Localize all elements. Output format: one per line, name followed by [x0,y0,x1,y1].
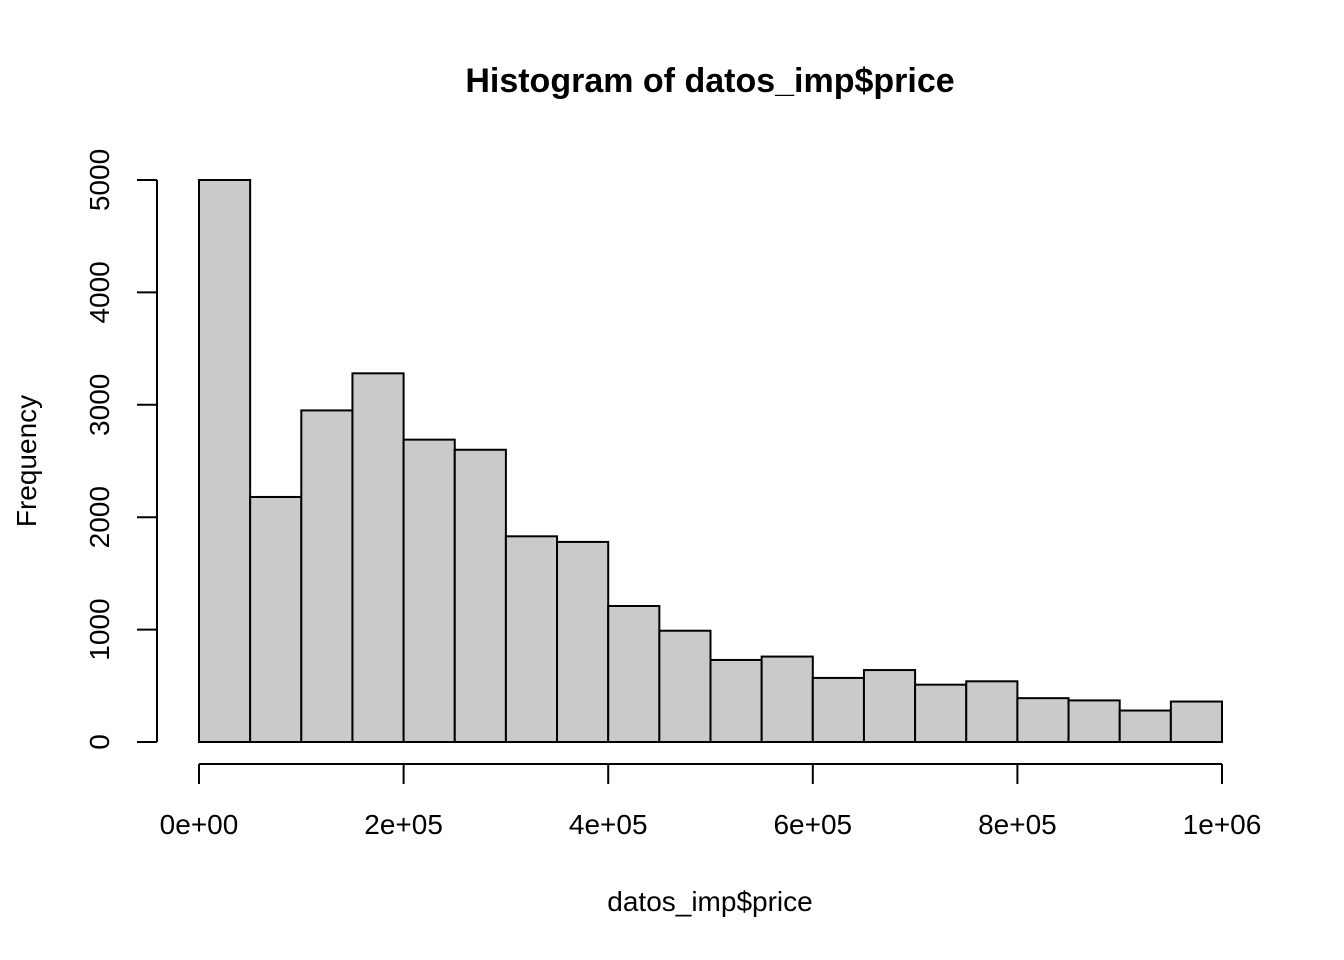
y-tick-label-1: 1000 [84,598,115,660]
x-tick-label-5: 1e+06 [1183,809,1262,840]
x-tick-label-4: 8e+05 [978,809,1057,840]
histogram-bar-12 [811,676,865,744]
y-tick-label-5: 5000 [84,149,115,211]
histogram-bar-7 [556,540,610,743]
histogram-bar-5 [453,448,507,743]
chart-title: Histogram of datos_imp$price [465,62,954,100]
histogram-bar-0 [198,179,252,743]
histogram-bar-9 [658,629,712,743]
histogram-bar-13 [862,669,917,744]
histogram-bars [198,179,1223,744]
histogram-bar-3 [351,372,405,743]
histogram-bar-2 [300,409,354,743]
y-tick-label-2: 2000 [84,486,115,548]
x-axis-label: datos_imp$price [607,886,812,917]
x-axis: 0e+00 2e+05 4e+05 6e+05 8e+05 1e+06 [160,763,1262,840]
histogram-bar-17 [1067,699,1121,743]
x-tick-label-3: 6e+05 [773,809,852,840]
y-tick-label-3: 3000 [84,374,115,436]
histogram-bar-10 [709,658,763,743]
y-tick-label-0: 0 [84,734,115,750]
histogram-bar-19 [1169,700,1223,744]
histogram-bar-8 [607,604,661,743]
histogram-bar-14 [914,683,968,744]
x-tick-label-0: 0e+00 [160,809,239,840]
histogram-bar-4 [402,438,456,743]
y-tick-label-4: 4000 [84,261,115,323]
histogram-bar-15 [965,680,1019,744]
y-axis-label: Frequency [11,395,42,527]
histogram-bar-18 [1118,709,1172,744]
histogram-bar-16 [1016,697,1070,743]
x-tick-label-2: 4e+05 [569,809,648,840]
y-axis: 0 1000 2000 3000 4000 5000 [84,149,158,750]
histogram-bar-6 [504,535,559,743]
x-tick-label-1: 2e+05 [364,809,443,840]
histogram-bar-1 [249,495,303,743]
histogram-bar-11 [760,655,814,743]
